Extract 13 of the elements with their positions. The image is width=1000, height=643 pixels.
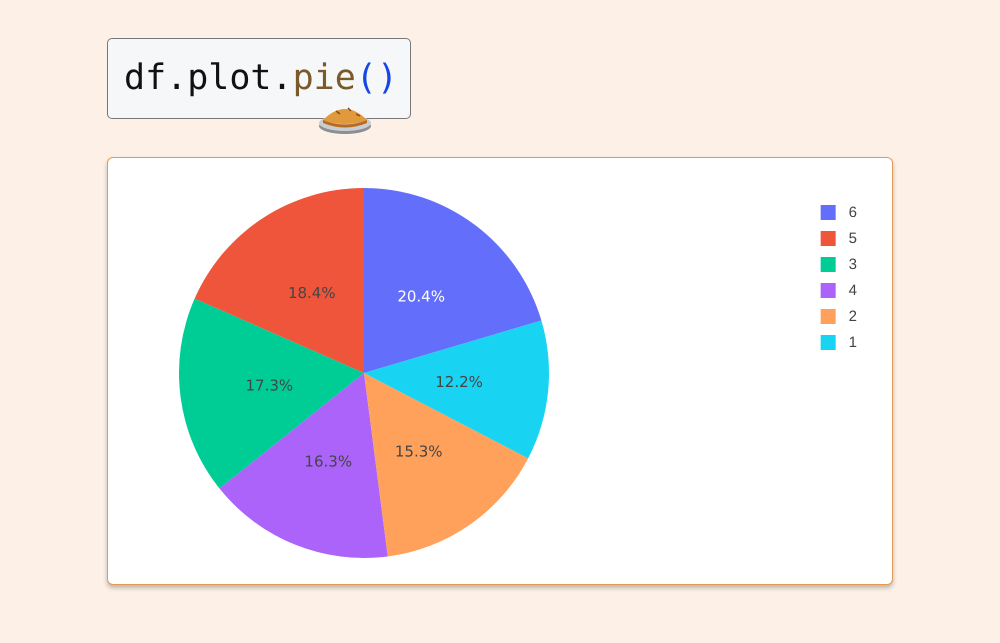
legend-label: 2 [848, 308, 857, 325]
data-label: 12.2% [435, 373, 483, 392]
data-label: 18.4% [288, 284, 336, 302]
data-label: 17.3% [245, 376, 294, 394]
data-label: 20.4% [397, 287, 445, 306]
data-label: 16.3% [304, 452, 352, 471]
chart-title: df.plot.pie() [124, 58, 398, 98]
legend-label: 6 [848, 204, 857, 221]
legend-label: 5 [848, 230, 857, 247]
data-label: 15.3% [394, 442, 443, 460]
legend-label: 3 [848, 256, 857, 273]
legend-label: 4 [848, 282, 857, 299]
legend-label: 1 [848, 334, 857, 351]
